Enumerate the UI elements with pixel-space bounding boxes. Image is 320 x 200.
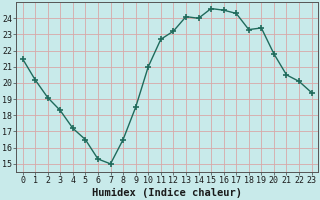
X-axis label: Humidex (Indice chaleur): Humidex (Indice chaleur) [92,188,242,198]
